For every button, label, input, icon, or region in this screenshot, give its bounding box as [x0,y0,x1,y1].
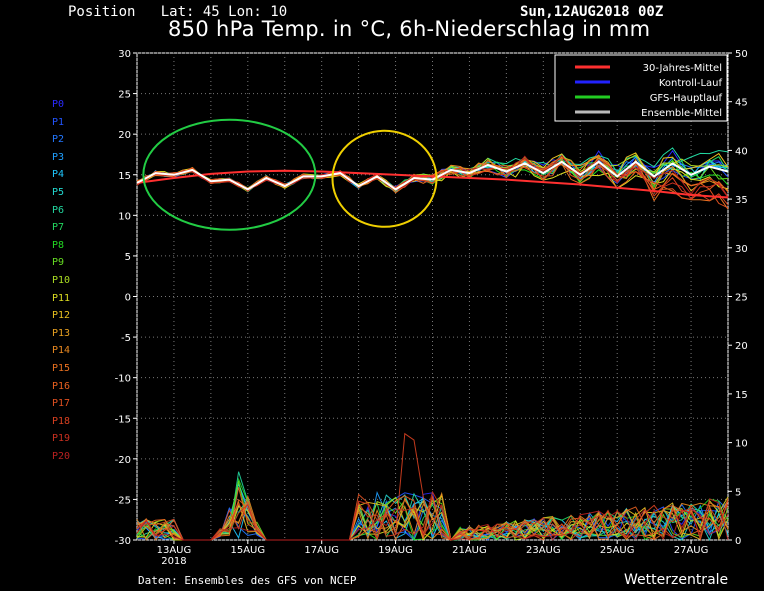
precip-member-line-p17 [136,493,729,541]
precip-member-line-p9 [136,480,729,542]
y-right-tick-label: 35 [735,195,748,206]
legend-label: GFS-Hauptlauf [650,93,723,104]
x-tick-label: 19AUG [378,545,413,556]
ensemble-mean-line [136,160,729,191]
x-year-label: 2018 [161,556,186,567]
y-right-tick-label: 0 [735,536,741,547]
precip-member-line-p14 [136,491,729,542]
member-label-p19: P19 [52,433,71,445]
x-tick-label: 27AUG [674,545,709,556]
member-label-p12: P12 [52,310,71,322]
y-right-tick-label: 30 [735,244,748,255]
chart-title: 850 hPa Temp. in °C, 6h-Niederschlag in … [168,17,651,41]
member-label-p20: P20 [52,451,71,462]
y-left-tick-label: 5 [125,252,131,263]
y-right-tick-label: 50 [735,49,748,60]
x-tick-label: 25AUG [600,545,635,556]
y-left-tick-label: 25 [118,90,131,101]
precip-member-line-p19 [136,490,729,541]
y-right-tick-label: 20 [735,341,748,352]
member-label-p10: P10 [52,275,71,286]
y-right-tick-label: 25 [735,293,748,304]
member-label-p2: P2 [52,134,65,146]
precip-member-line-p20 [136,498,729,541]
member-label-p9: P9 [52,257,65,269]
annotation-ellipse-yellow [331,129,438,228]
member-label-p5: P5 [52,187,65,198]
y-right-tick-label: 10 [735,439,748,450]
climate-mean-line [136,169,729,199]
x-tick-label: 21AUG [452,545,487,556]
legend-label: 30-Jahres-Mittel [643,63,722,74]
legend-label: Ensemble-Mittel [641,108,722,119]
y-left-tick-label: -10 [115,374,131,385]
y-left-tick-label: -15 [115,414,131,425]
y-right-tick-label: 40 [735,146,748,157]
annotation-ellipse-green [142,118,317,231]
member-label-p8: P8 [52,239,65,251]
y-right-tick-label: 15 [735,390,748,401]
y-right-tick-label: 5 [735,487,741,498]
y-left-tick-label: 15 [118,171,131,182]
member-label-p3: P3 [52,151,65,163]
member-label-p14: P14 [52,345,71,357]
y-left-tick-label: -20 [115,455,131,466]
member-label-p16: P16 [52,380,71,392]
member-label-p13: P13 [52,327,71,339]
legend-label: Kontroll-Lauf [659,78,723,89]
member-label-p11: P11 [52,292,71,304]
y-left-tick-label: -25 [115,495,131,506]
x-tick-label: 23AUG [526,545,561,556]
data-source: Daten: Ensembles des GFS von NCEP [138,574,357,587]
x-tick-label: 13AUG [157,545,192,556]
y-left-tick-label: 20 [118,130,131,141]
member-label-p18: P18 [52,415,71,427]
brand-label: Wetterzentrale [624,572,729,588]
member-label-p17: P17 [52,398,71,410]
member-label-p0: P0 [52,99,65,110]
y-left-tick-label: -30 [115,536,131,547]
chart-legend: 30-Jahres-Mittel Kontroll-Lauf GFS-Hauptla… [554,54,728,122]
member-label-p15: P15 [52,363,71,374]
position-label: Position Lat: 45 Lon: 10 [68,4,288,20]
x-tick-label: 17AUG [304,545,339,556]
y-left-tick-label: 0 [125,293,131,304]
member-label-p6: P6 [52,204,65,216]
x-tick-label: 15AUG [230,545,265,556]
member-label-p4: P4 [52,169,65,181]
y-right-tick-label: 45 [735,98,748,109]
run-date: Sun,12AUG2018 00Z [520,4,664,20]
y-left-tick-label: 30 [118,49,131,60]
member-label-p7: P7 [52,222,65,234]
y-left-tick-label: 10 [118,211,131,222]
y-left-tick-label: -5 [121,333,131,344]
member-label-p1: P1 [52,116,65,128]
